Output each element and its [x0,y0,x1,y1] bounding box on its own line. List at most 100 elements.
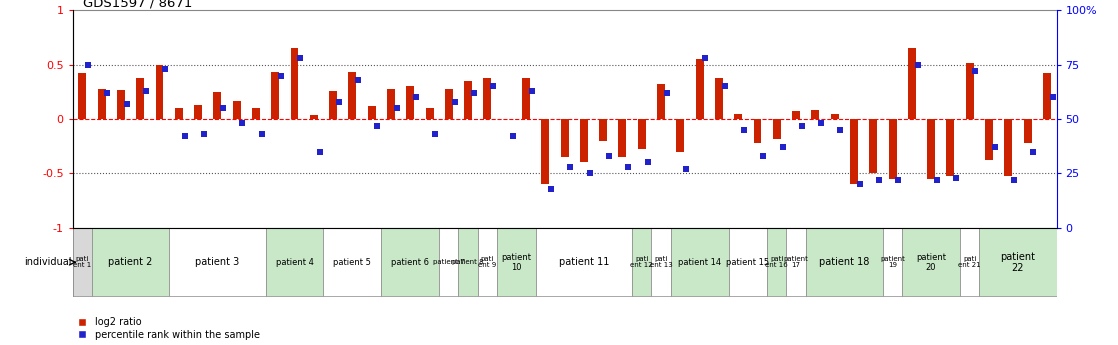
Point [253,131,271,137]
Text: GDS1597 / 8671: GDS1597 / 8671 [83,0,192,9]
Point [561,164,579,170]
FancyBboxPatch shape [458,228,477,296]
Bar [618,119,626,157]
Point [755,153,773,159]
Bar [889,119,897,179]
FancyBboxPatch shape [960,228,979,296]
FancyBboxPatch shape [806,228,883,296]
Point [465,90,483,96]
Bar [426,108,434,119]
Bar [735,114,742,119]
Point [369,123,387,128]
Bar [174,108,182,119]
Bar [136,78,144,119]
Text: patient 2: patient 2 [108,257,153,267]
Bar [637,119,646,149]
Bar [368,106,376,119]
Point [793,123,811,128]
FancyBboxPatch shape [632,228,652,296]
Bar [1043,73,1051,119]
Point [234,121,252,126]
FancyBboxPatch shape [786,228,806,296]
Bar [831,114,838,119]
Text: patient 18: patient 18 [819,257,870,267]
FancyBboxPatch shape [498,228,536,296]
Text: patient
10: patient 10 [501,253,531,272]
Text: patient 4: patient 4 [275,258,313,267]
Bar [195,105,202,119]
Bar [1024,119,1032,143]
FancyBboxPatch shape [266,228,323,296]
Text: patient
17: patient 17 [784,256,808,268]
Text: patient 15: patient 15 [727,258,769,267]
Point [986,145,1004,150]
Point [484,84,502,89]
FancyBboxPatch shape [92,228,169,296]
Bar [291,48,299,119]
Bar [155,65,163,119]
FancyBboxPatch shape [439,228,458,296]
Bar [985,119,993,160]
Text: patient 6: patient 6 [391,258,429,267]
Bar [657,84,665,119]
Text: patient 8: patient 8 [453,259,484,265]
Text: patient
19: patient 19 [880,256,904,268]
Legend: log2 ratio, percentile rank within the sample: log2 ratio, percentile rank within the s… [77,317,260,340]
Point [272,73,290,78]
FancyBboxPatch shape [169,228,266,296]
FancyBboxPatch shape [381,228,439,296]
Point [619,164,637,170]
Point [79,62,97,68]
Point [542,186,560,191]
Bar [97,89,105,119]
Point [330,99,348,105]
Text: patient
20: patient 20 [916,253,946,272]
Text: pati
ent 13: pati ent 13 [650,256,672,268]
Text: pati
ent 21: pati ent 21 [958,256,980,268]
Point [832,127,850,133]
Point [407,95,425,100]
Point [138,88,155,93]
Bar [329,91,337,119]
Bar [695,59,703,119]
Point [947,175,965,180]
Bar [1004,119,1012,176]
Bar [966,62,974,119]
Point [580,171,598,176]
Text: patient 3: patient 3 [196,257,239,267]
Point [774,145,792,150]
Bar [214,92,221,119]
Point [716,84,733,89]
Point [388,106,406,111]
Point [1024,149,1042,155]
FancyBboxPatch shape [73,228,92,296]
Point [909,62,927,68]
Point [657,90,675,96]
Text: individual: individual [25,257,72,267]
Bar [349,72,357,119]
Bar [233,100,240,119]
Bar [870,119,878,173]
Bar [252,108,259,119]
FancyBboxPatch shape [323,228,381,296]
Bar [947,119,955,176]
Point [523,88,541,93]
Text: patient 5: patient 5 [333,258,371,267]
Point [928,177,946,183]
Point [349,77,367,83]
Bar [754,119,761,143]
Bar [850,119,858,184]
Point [812,121,830,126]
Point [117,101,135,107]
FancyBboxPatch shape [979,228,1057,296]
Bar [387,89,395,119]
Text: pati
ent 12: pati ent 12 [631,256,653,268]
Point [215,106,233,111]
Bar [272,72,280,119]
Point [503,134,521,139]
Text: patient 7: patient 7 [433,259,465,265]
Point [967,68,985,74]
FancyBboxPatch shape [729,228,767,296]
Point [870,177,888,183]
Bar [406,87,415,119]
